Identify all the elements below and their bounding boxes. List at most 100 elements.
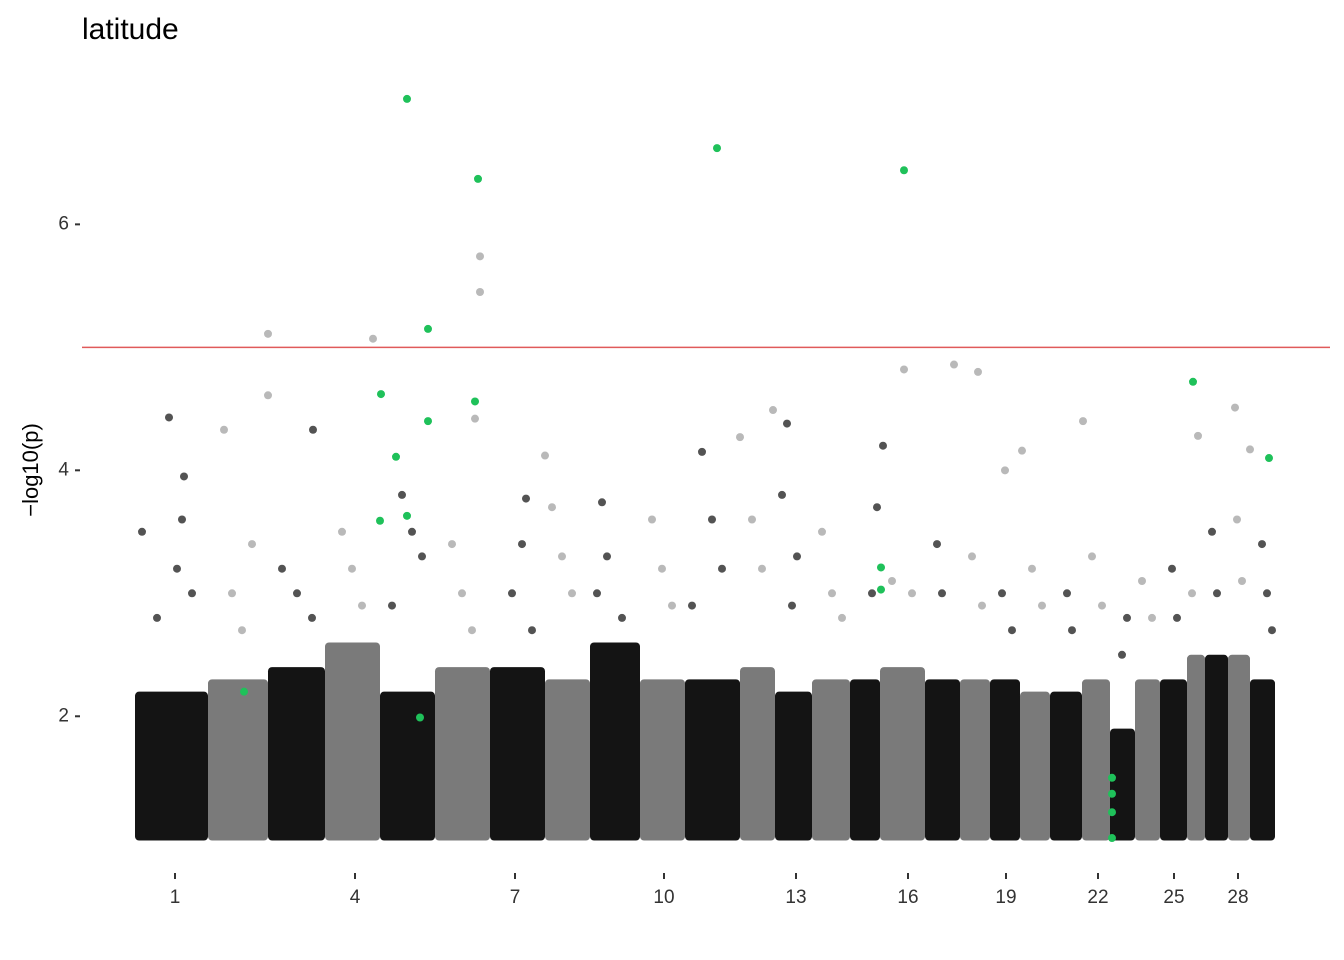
chromosome-band <box>135 691 208 841</box>
snp-point <box>908 589 916 598</box>
snp-point <box>900 365 908 374</box>
snp-point <box>220 425 228 434</box>
snp-point <box>998 589 1006 598</box>
chromosome-band <box>960 679 990 841</box>
snp-point <box>376 516 384 525</box>
snp-point <box>1108 773 1116 782</box>
snp-point <box>1168 564 1176 573</box>
snp-point <box>1189 377 1197 386</box>
snp-point <box>476 288 484 296</box>
chromosome-band <box>545 679 590 841</box>
snp-point <box>1188 589 1196 598</box>
chromosome-band <box>1050 691 1082 841</box>
snp-point <box>1265 454 1273 463</box>
snp-point <box>471 397 479 406</box>
snp-point <box>938 589 946 598</box>
chromosome-band <box>812 679 850 841</box>
snp-point <box>458 589 466 598</box>
snp-point <box>1098 601 1106 610</box>
snp-point <box>468 626 476 635</box>
snp-point <box>338 527 346 536</box>
snp-point <box>968 552 976 561</box>
chromosome-band <box>1228 654 1250 841</box>
x-tick-label: 19 <box>995 887 1016 908</box>
snp-point <box>293 589 301 598</box>
x-tick-label: 25 <box>1163 887 1184 908</box>
snp-point <box>818 527 826 536</box>
snp-point <box>873 503 881 512</box>
snp-point <box>238 626 246 635</box>
snp-point <box>1208 527 1216 536</box>
snp-point <box>1068 626 1076 635</box>
snp-point <box>1108 789 1116 798</box>
snp-point <box>788 601 796 610</box>
snp-point <box>950 360 958 369</box>
snp-point <box>1018 446 1026 455</box>
snp-point <box>264 329 272 338</box>
chromosome-band <box>490 667 545 841</box>
snp-point <box>1001 466 1009 475</box>
snp-point <box>1246 445 1254 454</box>
snp-point <box>748 515 756 524</box>
snp-point <box>758 564 766 573</box>
x-tick-label: 7 <box>510 887 521 908</box>
snp-point <box>424 324 432 333</box>
snp-point <box>165 413 173 422</box>
snp-point <box>708 515 716 524</box>
y-axis-label: −log10(p) <box>18 423 43 517</box>
snp-point <box>476 252 484 261</box>
snp-point <box>418 552 426 561</box>
snp-point <box>793 552 801 561</box>
snp-point <box>392 452 400 461</box>
snp-point <box>153 613 161 622</box>
snp-point <box>173 564 181 573</box>
snp-point <box>877 563 885 572</box>
chromosome-band <box>685 679 740 841</box>
snp-point <box>1213 589 1221 598</box>
snp-point <box>508 589 516 598</box>
snp-point <box>138 527 146 536</box>
snp-point <box>1238 577 1246 585</box>
chromosome-band <box>435 667 490 841</box>
x-tick-label: 28 <box>1227 887 1248 908</box>
snp-point <box>838 613 846 622</box>
snp-point <box>1108 808 1116 817</box>
snp-point <box>1108 834 1116 843</box>
snp-point <box>1173 613 1181 622</box>
y-tick-label: 6 <box>58 213 69 234</box>
chromosome-band <box>1205 654 1228 841</box>
snp-point <box>868 589 876 598</box>
snp-point <box>178 515 186 524</box>
snp-point <box>1063 589 1071 598</box>
snp-point <box>309 425 317 434</box>
snp-point <box>568 589 576 598</box>
chromosome-band <box>740 667 775 841</box>
snp-point <box>1123 613 1131 622</box>
snp-point <box>416 713 424 722</box>
snp-point <box>658 564 666 573</box>
chromosome-band <box>990 679 1020 841</box>
snp-point <box>1233 515 1241 524</box>
snp-point <box>180 472 188 481</box>
snp-point <box>698 447 706 456</box>
chart-title: latitude <box>82 13 179 46</box>
snp-point <box>603 552 611 561</box>
chromosome-band <box>1187 654 1205 841</box>
snp-point <box>403 511 411 520</box>
snp-point <box>1028 564 1036 573</box>
snp-point <box>1008 626 1016 635</box>
snp-point <box>736 433 744 442</box>
chromosome-band <box>208 679 268 841</box>
snp-point <box>778 490 786 499</box>
snp-point <box>1088 552 1096 561</box>
snp-point <box>471 414 479 423</box>
chromosome-band <box>1160 679 1187 841</box>
y-tick-label: 4 <box>58 459 69 480</box>
snp-point <box>718 564 726 573</box>
snp-point <box>879 441 887 450</box>
chromosome-band <box>850 679 880 841</box>
snp-point <box>974 367 982 376</box>
snp-point <box>403 94 411 103</box>
x-tick-label: 22 <box>1087 887 1108 908</box>
